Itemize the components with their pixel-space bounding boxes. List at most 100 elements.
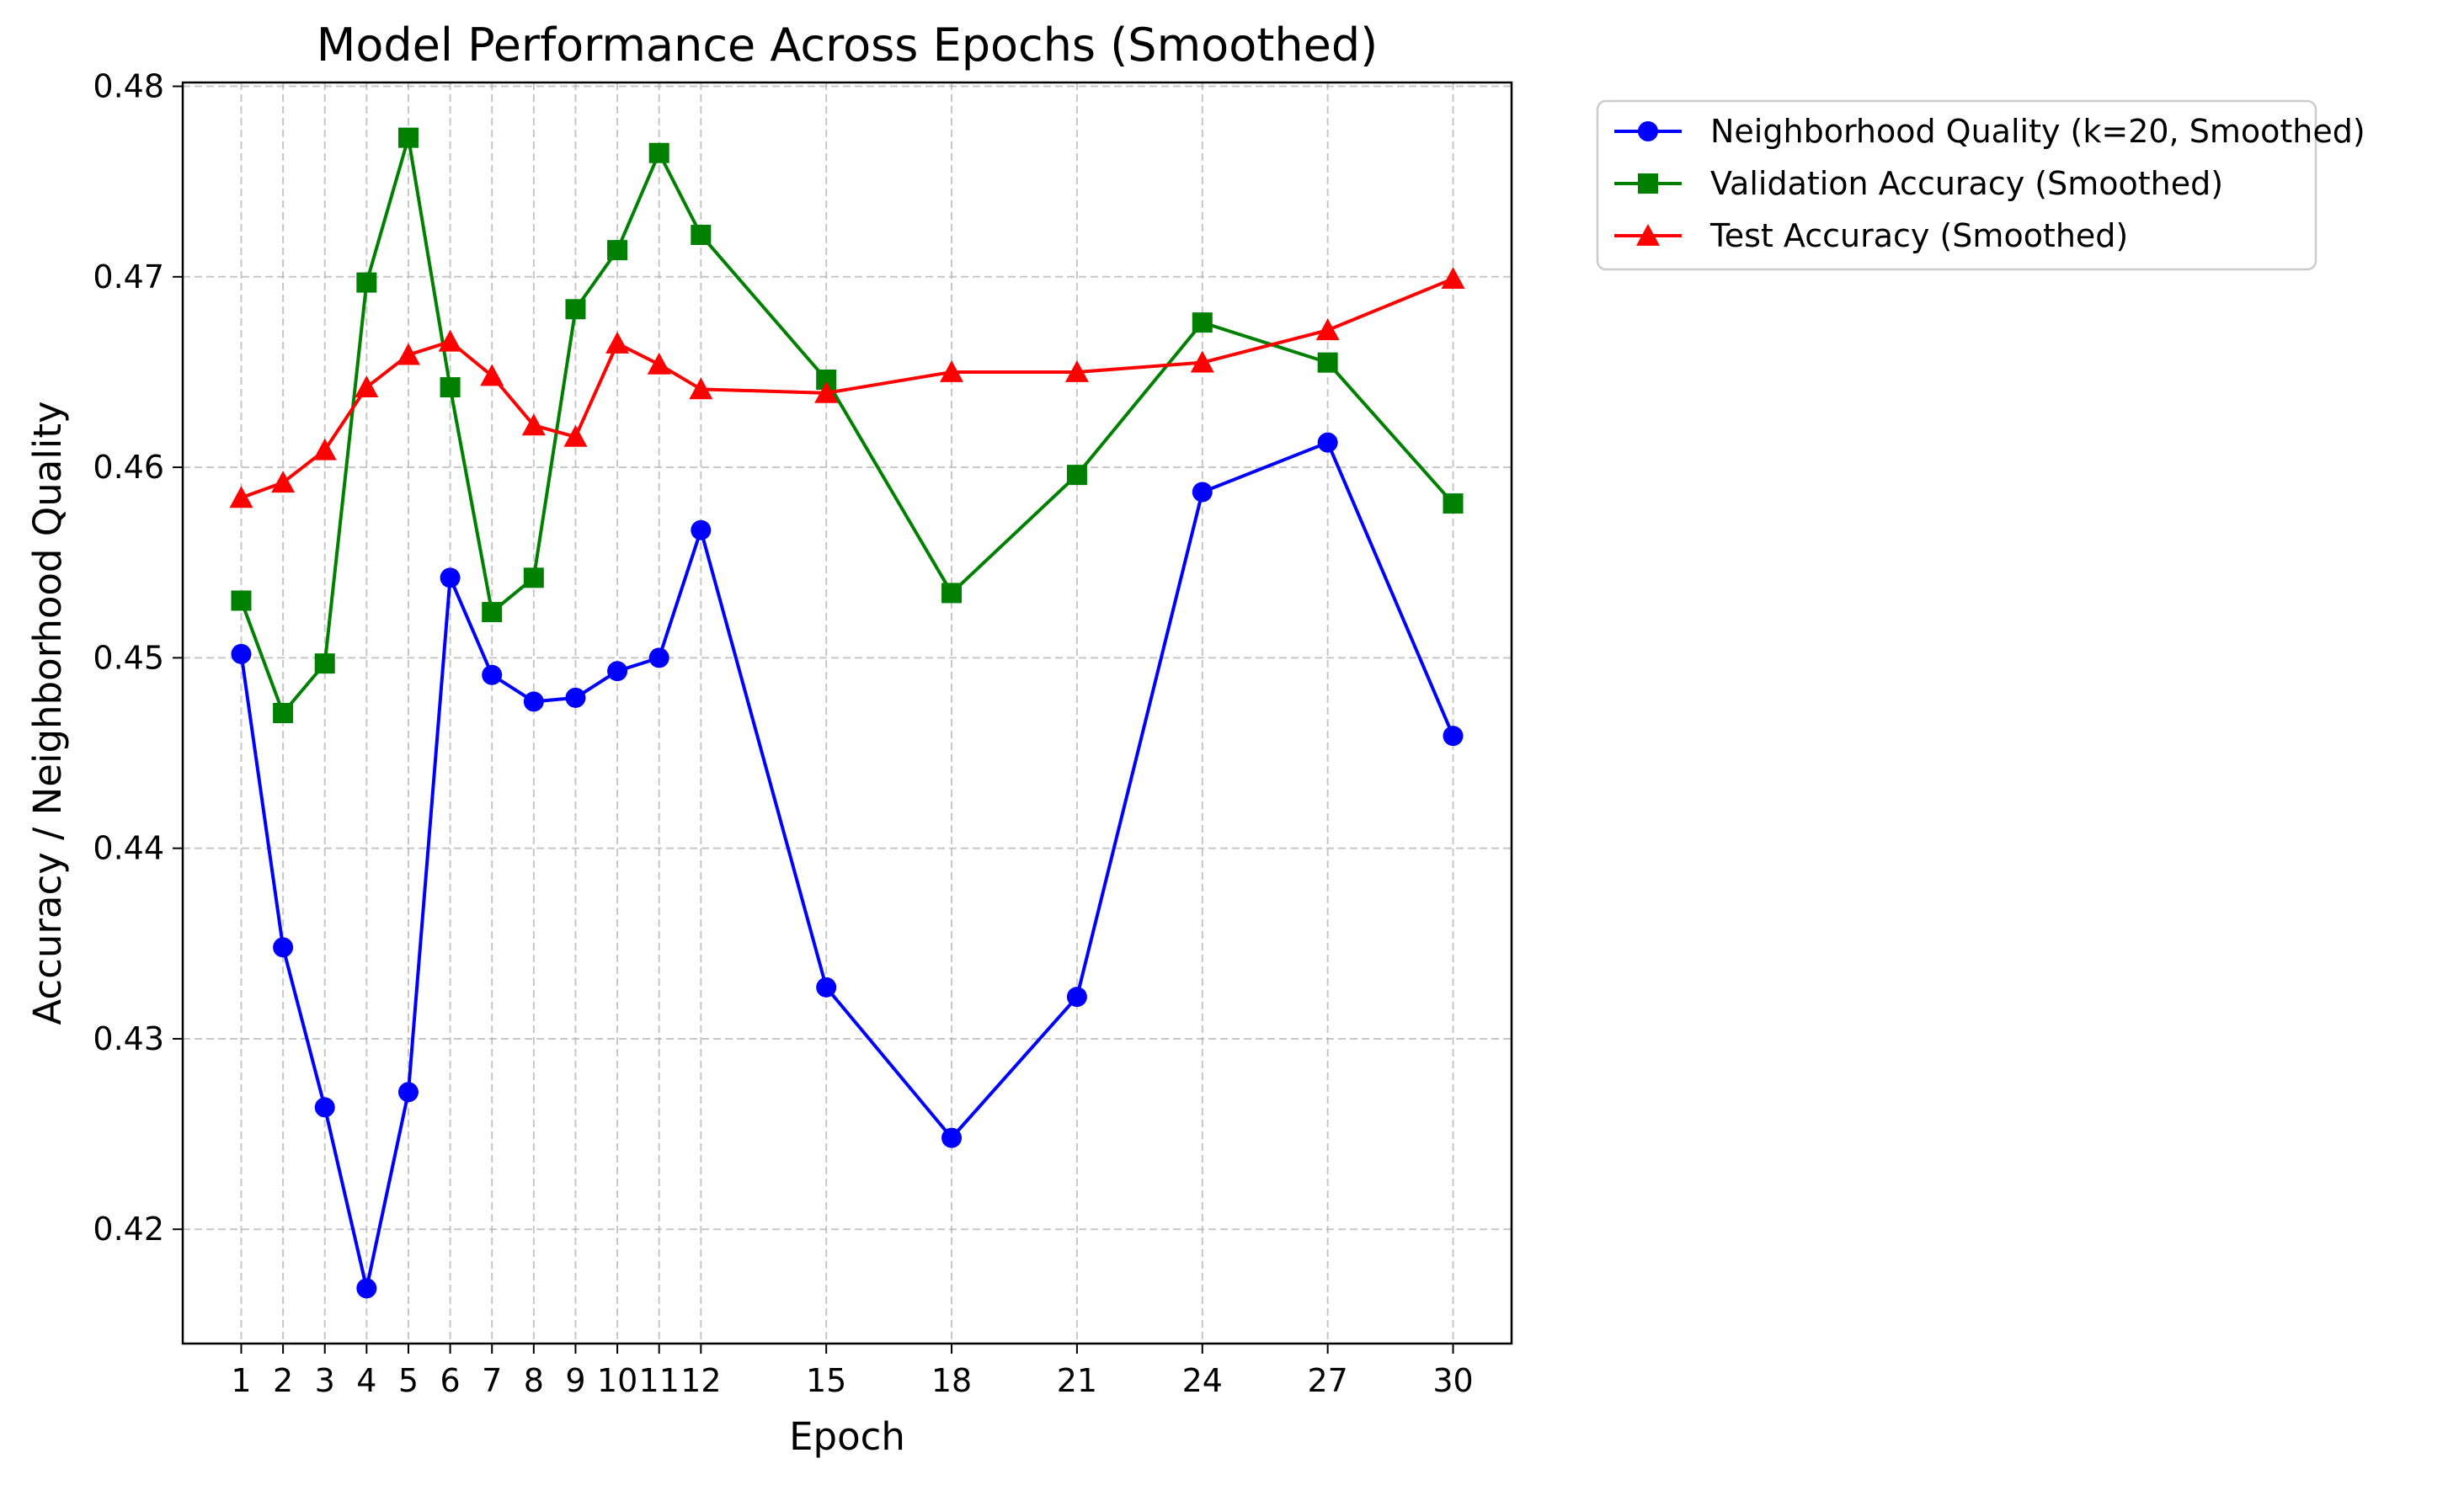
data-point [648, 142, 669, 163]
data-point [440, 567, 461, 588]
x-tick-label: 21 [1057, 1362, 1097, 1399]
x-tick-label: 1 [231, 1362, 251, 1399]
x-tick-label: 27 [1307, 1362, 1347, 1399]
axis-ticks: 1 2 3 4 5 6 7 8 9 10 11 12 15 18 21 24 27 300.420.430.440… [93, 68, 1473, 1399]
x-tick-label: 4 [356, 1362, 376, 1399]
data-point [229, 486, 253, 508]
data-point [691, 519, 712, 540]
data-point [940, 359, 964, 382]
data-point [1317, 352, 1338, 373]
data-point [314, 653, 335, 674]
data-point [521, 413, 546, 436]
x-tick-label: 6 [440, 1362, 460, 1399]
data-point [816, 977, 837, 998]
x-tick-label: 15 [806, 1362, 846, 1399]
data-point [691, 225, 712, 246]
data-point [396, 343, 420, 365]
data-point [271, 471, 296, 493]
data-point [1192, 312, 1213, 333]
x-axis-title: Epoch [789, 1414, 905, 1459]
data-point [273, 937, 294, 958]
data-point [1192, 482, 1213, 503]
data-point [397, 127, 419, 148]
data-point [440, 377, 461, 398]
x-tick-label: 7 [482, 1362, 502, 1399]
data-point [1317, 432, 1338, 453]
x-tick-label: 2 [273, 1362, 293, 1399]
legend-item: Test Accuracy (Smoothed) [1614, 217, 2128, 254]
data-point [397, 1082, 419, 1103]
data-point [565, 299, 586, 320]
data-point [647, 352, 671, 375]
series-line [239, 440, 1455, 1291]
y-tick-label: 0.46 [93, 449, 164, 486]
series-line [239, 136, 1455, 715]
legend-marker [1636, 224, 1660, 246]
data-point [941, 583, 963, 604]
legend-item: Neighborhood Quality (k=20, Smoothed) [1614, 113, 2365, 150]
data-point [355, 375, 379, 397]
data-point [563, 424, 588, 447]
data-point [523, 691, 544, 712]
legend-frame [1596, 99, 2317, 271]
data-point [1315, 318, 1340, 341]
data-point [482, 664, 503, 685]
legend-marker [1638, 121, 1658, 141]
data-point [689, 377, 713, 400]
x-tick-label: 10 [597, 1362, 637, 1399]
legend: Neighborhood Quality (k=20, Smoothed) Val… [1596, 99, 2365, 271]
legend-label: Test Accuracy (Smoothed) [1709, 217, 2128, 254]
data-point [1190, 350, 1214, 373]
x-tick-label: 18 [931, 1362, 972, 1399]
grid [183, 82, 1512, 1344]
data-point [605, 332, 630, 354]
y-tick-label: 0.43 [93, 1020, 164, 1057]
x-tick-label: 5 [398, 1362, 419, 1399]
legend-label: Neighborhood Quality (k=20, Smoothed) [1710, 113, 2365, 150]
plot-area-frame [181, 81, 1513, 1345]
data-point [1441, 267, 1465, 289]
series-2 [231, 127, 1464, 723]
series-layer [229, 127, 1465, 1299]
series-3 [229, 267, 1465, 508]
data-point [1066, 465, 1087, 486]
data-point [607, 661, 628, 682]
data-point [356, 1278, 377, 1299]
x-tick-label: 9 [565, 1362, 585, 1399]
x-tick-label: 11 [639, 1362, 680, 1399]
legend-marker [1638, 173, 1658, 194]
x-tick-label: 8 [524, 1362, 544, 1399]
data-point [273, 703, 294, 723]
data-point [814, 381, 839, 403]
data-point [1064, 359, 1089, 382]
data-point [314, 1097, 335, 1118]
data-point [438, 329, 462, 352]
x-tick-label: 3 [315, 1362, 335, 1399]
data-point [1066, 987, 1087, 1008]
data-point [231, 590, 252, 611]
data-point [1443, 493, 1464, 514]
x-tick-label: 30 [1432, 1362, 1473, 1399]
series-1 [231, 432, 1464, 1299]
series-line [240, 277, 1454, 500]
data-point [480, 364, 504, 386]
data-point [482, 602, 503, 623]
y-axis-title: Accuracy / Neighborhood Quality [25, 401, 70, 1025]
data-point [941, 1127, 963, 1148]
y-tick-label: 0.48 [93, 68, 164, 105]
data-point [1443, 726, 1464, 747]
data-point [648, 647, 669, 668]
data-point [312, 438, 337, 460]
y-tick-label: 0.45 [93, 639, 164, 676]
x-tick-label: 24 [1182, 1362, 1223, 1399]
legend-item: Validation Accuracy (Smoothed) [1614, 165, 2223, 202]
y-tick-label: 0.47 [93, 258, 164, 295]
chart-title: Model Performance Across Epochs (Smoothe… [317, 19, 1378, 72]
data-point [607, 240, 628, 261]
data-point [356, 272, 377, 293]
y-tick-label: 0.42 [93, 1211, 164, 1248]
legend-label: Validation Accuracy (Smoothed) [1710, 165, 2223, 202]
y-tick-label: 0.44 [93, 830, 164, 867]
